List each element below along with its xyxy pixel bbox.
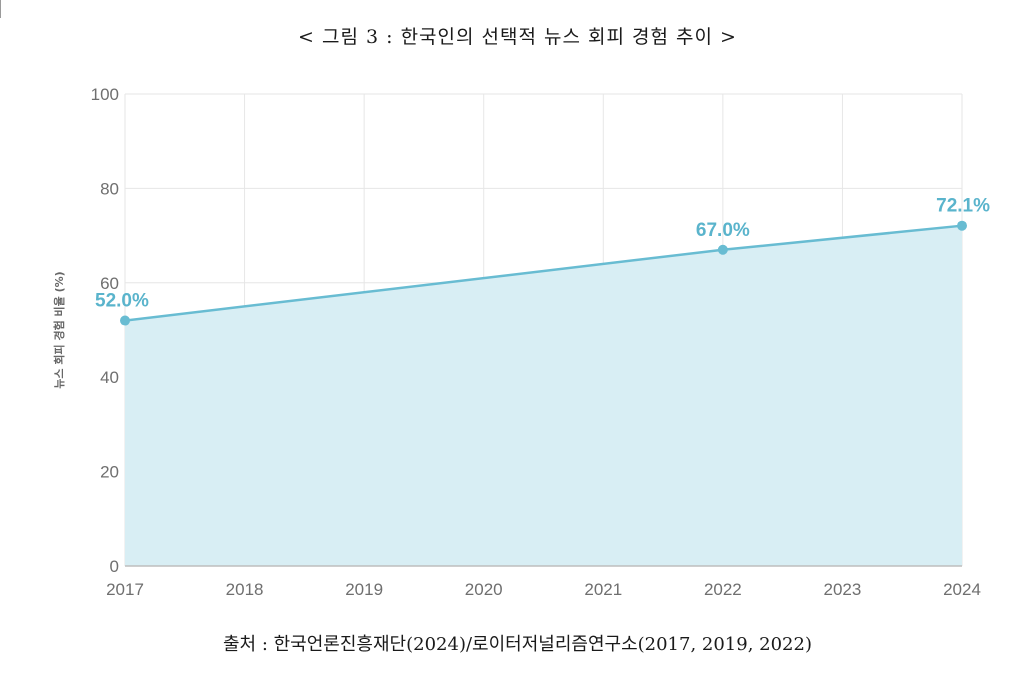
x-tick-label: 2020 — [465, 580, 503, 599]
page-edge-line — [0, 0, 1, 18]
y-tick-label: 80 — [100, 179, 119, 198]
y-tick-label: 20 — [100, 463, 119, 482]
tick-layer: 2017 2018 2019 2020 2021 2022 2023 2024 0 20 40 60 8… — [91, 85, 981, 599]
y-axis-label: 뉴스 회피 경험 비율 (%) — [52, 271, 66, 388]
x-tick-label: 2022 — [704, 580, 742, 599]
data-point — [957, 220, 967, 231]
data-point — [717, 244, 728, 255]
x-tick-label: 2019 — [345, 580, 383, 599]
area-fill — [125, 225, 962, 567]
y-tick-label: 40 — [100, 368, 119, 387]
x-tick-label: 2018 — [226, 580, 264, 599]
point-layer: 52.0% 67.0% 72.1% — [95, 196, 990, 326]
y-tick-label: 100 — [91, 85, 119, 104]
y-tick-label: 60 — [100, 274, 119, 293]
figure-title: < 그림 3 : 한국인의 선택적 뉴스 회피 경험 추이 > — [298, 26, 737, 48]
y-tick-label: 0 — [110, 557, 119, 576]
data-label: 52.0% — [95, 291, 149, 312]
x-tick-label: 2023 — [824, 580, 862, 599]
figure-source: 출처 : 한국언론진흥재단(2024)/로이터저널리즘연구소(2017, 201… — [223, 634, 812, 655]
data-point — [120, 315, 130, 326]
data-label: 67.0% — [696, 220, 750, 241]
data-label: 72.1% — [936, 196, 990, 217]
x-tick-label: 2021 — [584, 580, 622, 599]
x-tick-label: 2024 — [943, 580, 981, 599]
x-tick-label: 2017 — [106, 580, 144, 599]
